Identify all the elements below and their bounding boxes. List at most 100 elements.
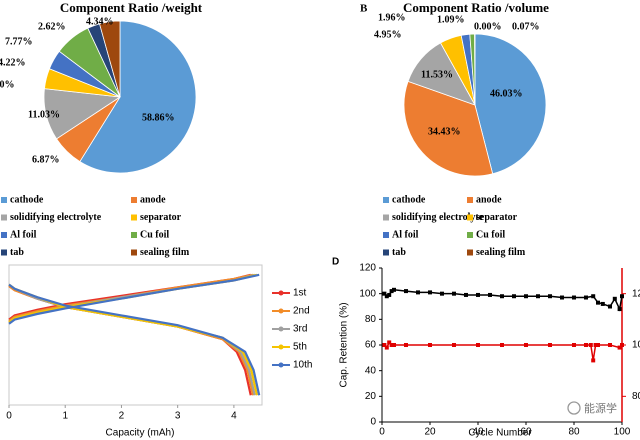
curve bbox=[8, 273, 260, 325]
point bbox=[382, 291, 387, 296]
point bbox=[404, 289, 408, 294]
point bbox=[392, 287, 396, 292]
x-axis-label: Cycle Number bbox=[468, 428, 532, 439]
data-label: 6.87% bbox=[32, 154, 60, 165]
legend-swatch bbox=[467, 197, 473, 203]
legend-label: 3rd bbox=[293, 324, 307, 335]
legend-label: Al foil bbox=[10, 229, 37, 240]
point bbox=[488, 292, 492, 297]
legend-label: 10th bbox=[293, 360, 312, 371]
legend-swatch bbox=[1, 197, 7, 203]
panel-label: B bbox=[360, 3, 368, 15]
legend-swatch bbox=[383, 214, 389, 221]
point bbox=[620, 343, 624, 347]
point bbox=[428, 290, 432, 295]
point bbox=[476, 292, 480, 297]
point bbox=[389, 343, 394, 347]
legend-label: Al foil bbox=[392, 229, 419, 240]
legend-swatch bbox=[131, 232, 137, 238]
data-label: 58.86% bbox=[142, 112, 175, 123]
point bbox=[476, 343, 480, 347]
data-label: 11.53% bbox=[421, 69, 453, 80]
point bbox=[572, 343, 576, 347]
x-tick-label: 4 bbox=[231, 411, 237, 422]
point bbox=[617, 345, 622, 350]
point bbox=[560, 295, 564, 300]
legend-label: 1st bbox=[293, 288, 307, 299]
y2-tick-label: 100 bbox=[632, 340, 640, 351]
point bbox=[600, 301, 605, 306]
point bbox=[389, 289, 394, 294]
pie-slice bbox=[474, 33, 547, 175]
plot-frame bbox=[8, 264, 263, 406]
legend-label: 5th bbox=[293, 342, 307, 353]
legend-marker bbox=[278, 326, 284, 332]
x-tick-label: 0 bbox=[379, 427, 385, 438]
chart-title: Component Ratio /weight bbox=[60, 0, 203, 15]
data-label: 7.77% bbox=[5, 36, 33, 47]
x-tick-label: 1 bbox=[62, 411, 68, 422]
x-tick-label: 40 bbox=[472, 427, 484, 438]
point bbox=[591, 358, 596, 363]
legend-marker bbox=[278, 344, 284, 350]
point bbox=[387, 340, 392, 345]
legend-label: solidifying electrolyte bbox=[392, 212, 484, 223]
legend-label: anode bbox=[140, 194, 166, 205]
data-label: 1.09% bbox=[437, 14, 465, 25]
x-axis-label: Capacity (mAh) bbox=[106, 428, 175, 439]
legend-swatch bbox=[467, 232, 473, 238]
point bbox=[512, 294, 516, 299]
y-tick-label: 120 bbox=[359, 263, 376, 274]
legend-swatch bbox=[383, 197, 389, 203]
point bbox=[620, 294, 624, 299]
legend-label: tab bbox=[10, 247, 24, 258]
data-label: 46.03% bbox=[490, 88, 523, 99]
data-label: 2.62% bbox=[38, 21, 66, 32]
legend-marker bbox=[278, 362, 284, 368]
legend-swatch bbox=[467, 249, 473, 256]
legend-swatch bbox=[131, 197, 137, 203]
y2-tick-label: 80 bbox=[632, 391, 640, 402]
y-tick-label: 40 bbox=[365, 365, 377, 376]
point bbox=[464, 292, 468, 297]
legend-marker bbox=[278, 290, 284, 296]
data-label: 11.03% bbox=[28, 109, 60, 120]
legend-swatch bbox=[467, 214, 473, 221]
legend-swatch bbox=[1, 214, 7, 221]
chart-title: Component Ratio /volume bbox=[403, 0, 549, 15]
point bbox=[500, 294, 504, 299]
legend-swatch bbox=[1, 249, 7, 256]
point bbox=[404, 343, 408, 347]
y-tick-label: 20 bbox=[365, 391, 377, 402]
legend-label: Cu foil bbox=[476, 229, 505, 240]
point bbox=[524, 343, 528, 347]
point bbox=[387, 292, 392, 297]
x-tick-label: 60 bbox=[520, 427, 532, 438]
data-label: 0.07% bbox=[512, 21, 540, 32]
point bbox=[591, 294, 596, 299]
watermark-icon bbox=[567, 401, 581, 415]
pie-slice bbox=[99, 20, 121, 98]
point bbox=[384, 294, 389, 299]
y-axis-label: Cap. Retention (%) bbox=[339, 302, 350, 387]
x-tick-label: 2 bbox=[119, 411, 125, 422]
x-tick-label: 3 bbox=[175, 411, 181, 422]
point bbox=[536, 294, 540, 299]
point bbox=[593, 343, 598, 347]
legend-label: anode bbox=[476, 194, 502, 205]
curve bbox=[8, 283, 261, 396]
point bbox=[608, 343, 612, 347]
legend-label: sealing film bbox=[140, 247, 190, 258]
data-label: 1.96% bbox=[378, 12, 406, 23]
data-label: 4.30% bbox=[0, 79, 15, 90]
curve bbox=[8, 283, 259, 396]
legend-label: cathode bbox=[10, 194, 44, 205]
point bbox=[548, 343, 552, 347]
point bbox=[392, 343, 396, 347]
point bbox=[524, 294, 528, 299]
legend-label: tab bbox=[392, 247, 406, 258]
curve bbox=[8, 285, 255, 396]
point bbox=[428, 343, 432, 347]
data-label: 4.22% bbox=[0, 57, 26, 68]
